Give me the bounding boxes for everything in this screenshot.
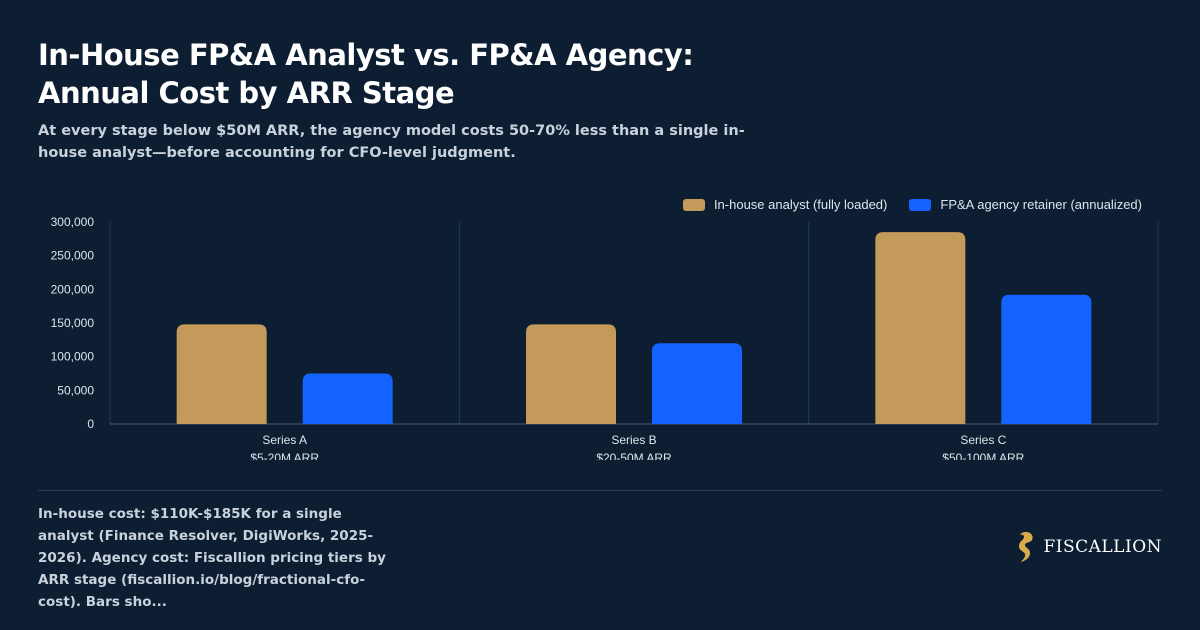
y-tick-label: 150,000 (51, 316, 95, 330)
legend-swatch-agency (909, 198, 932, 211)
source-footnote: In-house cost: $110K-$185K for a single … (38, 506, 386, 610)
y-tick-label: 100,000 (51, 350, 95, 364)
bar-agency (652, 343, 742, 424)
x-tick-label: Series C (960, 433, 1006, 447)
x-tick-sublabel: $50-100M ARR (942, 451, 1024, 460)
chart-legend: In-house analyst (fully loaded) FP&A age… (682, 197, 1142, 212)
y-tick-label: 200,000 (51, 282, 95, 296)
x-tick-sublabel: $20-50M ARR (596, 451, 672, 460)
bar-in-house (176, 324, 267, 424)
bar-chart: 0 50,000 100,000 150,000 200,000 250,000 300,0… (51, 215, 1159, 460)
logo-wordmark: FISCALLION (1043, 537, 1162, 557)
bar-in-house (526, 324, 616, 424)
fiscallion-logo: FISCALLION (1014, 530, 1162, 564)
legend-label-in-house: In-house analyst (fully loaded) (713, 197, 888, 212)
legend-swatch-in-house (682, 198, 705, 211)
legend-label-agency: FP&A agency retainer (annualized) (940, 197, 1142, 212)
legend-item-agency: FP&A agency retainer (annualized) (909, 197, 1142, 212)
legend-item-in-house: In-house analyst (fully loaded) (682, 197, 888, 212)
footer-divider (38, 490, 1162, 491)
x-tick-label: Series A (262, 433, 307, 447)
y-tick-label: 250,000 (51, 249, 95, 263)
y-tick-label: 50,000 (57, 383, 94, 397)
chart-title: In-House FP&A Analyst vs. FP&A Agency: A… (38, 38, 694, 110)
chart-subtitle: At every stage below $50M ARR, the agenc… (38, 123, 745, 161)
y-tick-label: 0 (87, 417, 94, 431)
bar-agency (1001, 294, 1092, 424)
bar-agency (302, 373, 393, 424)
bar-in-house (875, 232, 966, 424)
x-tick-sublabel: $5-20M ARR (250, 451, 319, 460)
y-tick-label: 300,000 (51, 215, 95, 229)
x-tick-label: Series B (611, 433, 656, 447)
seahorse-logo-icon (1019, 532, 1034, 562)
